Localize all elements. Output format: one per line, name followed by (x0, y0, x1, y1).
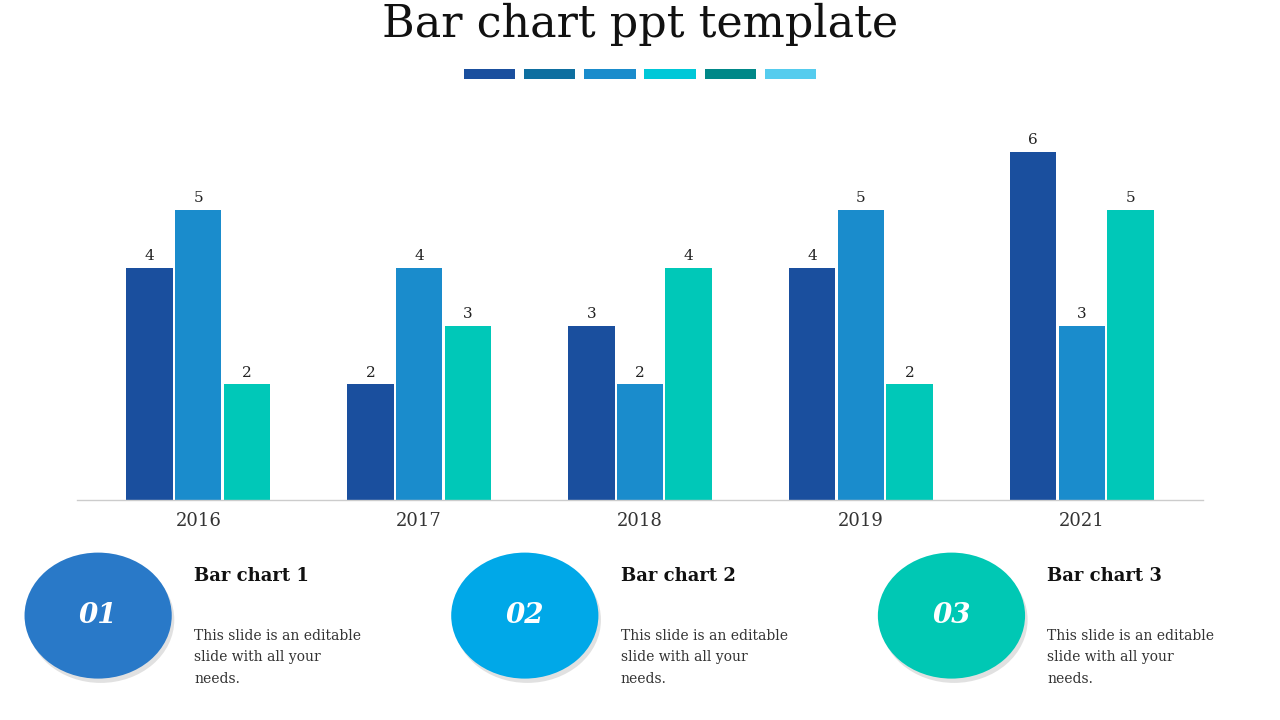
Text: 5: 5 (856, 192, 865, 205)
Bar (788, 268, 836, 500)
Bar (347, 384, 394, 500)
FancyBboxPatch shape (465, 69, 515, 79)
Bar (127, 268, 173, 500)
Text: 4: 4 (808, 249, 817, 264)
Bar (444, 326, 492, 500)
Text: This slide is an editable
slide with all your
needs.: This slide is an editable slide with all… (1047, 629, 1215, 686)
Text: 3: 3 (463, 307, 472, 321)
Bar (886, 384, 933, 500)
Text: This slide is an editable
slide with all your
needs.: This slide is an editable slide with all… (195, 629, 361, 686)
Text: 2: 2 (242, 366, 252, 379)
Text: 3: 3 (586, 307, 596, 321)
Text: 6: 6 (1028, 133, 1038, 147)
FancyBboxPatch shape (704, 69, 755, 79)
Text: 02: 02 (506, 602, 544, 629)
Bar (175, 210, 221, 500)
Text: 3: 3 (1076, 307, 1087, 321)
Text: 2: 2 (635, 366, 645, 379)
Text: Bar chart 3: Bar chart 3 (1047, 567, 1162, 585)
Bar (617, 384, 663, 500)
Text: 03: 03 (932, 602, 970, 629)
Text: Bar chart 2: Bar chart 2 (621, 567, 736, 585)
Bar (396, 268, 443, 500)
Text: 4: 4 (684, 249, 694, 264)
Text: Bar chart 1: Bar chart 1 (195, 567, 308, 585)
Text: 4: 4 (415, 249, 424, 264)
Bar (224, 384, 270, 500)
Text: 4: 4 (145, 249, 155, 264)
Text: This slide is an editable
slide with all your
needs.: This slide is an editable slide with all… (621, 629, 787, 686)
FancyBboxPatch shape (765, 69, 817, 79)
Text: 5: 5 (193, 192, 204, 205)
Bar (666, 268, 712, 500)
Bar (1059, 326, 1105, 500)
FancyBboxPatch shape (585, 69, 635, 79)
Bar (837, 210, 884, 500)
FancyBboxPatch shape (525, 69, 575, 79)
FancyBboxPatch shape (645, 69, 696, 79)
Bar (568, 326, 614, 500)
Text: 2: 2 (366, 366, 375, 379)
Text: 5: 5 (1125, 192, 1135, 205)
Text: 2: 2 (905, 366, 914, 379)
Bar (1107, 210, 1153, 500)
Bar (1010, 152, 1056, 500)
Text: Bar chart ppt template: Bar chart ppt template (381, 3, 899, 46)
Text: 01: 01 (79, 602, 118, 629)
